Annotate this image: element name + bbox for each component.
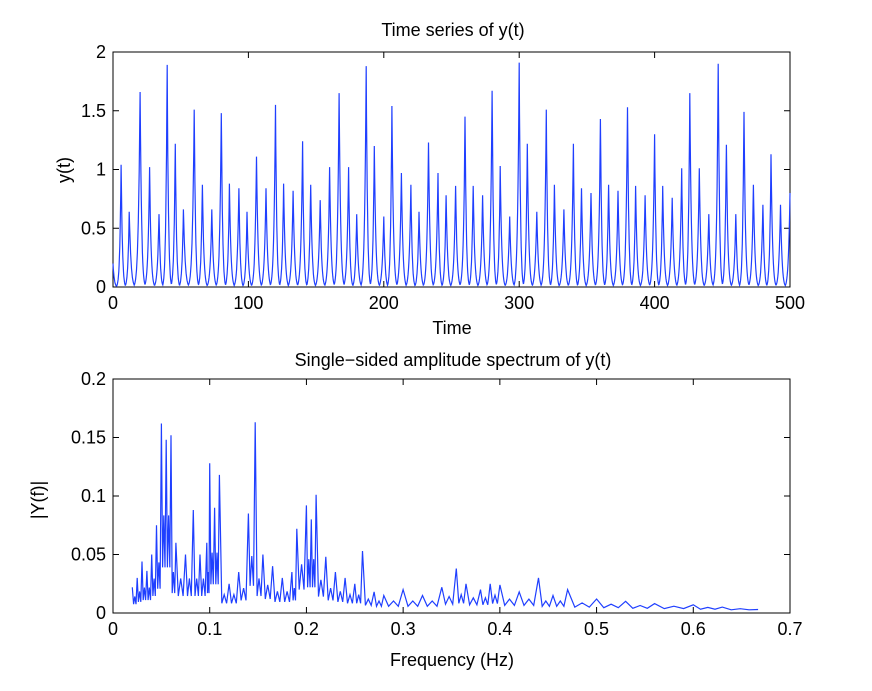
x-tick-labels: 0 0.1 0.2 0.3 0.4 0.5 0.6 0.7 [108,619,803,639]
x-tick-label: 0.3 [391,619,416,639]
plot-area [112,378,791,614]
x-tick-label: 400 [640,293,670,313]
y-tick-label: 0.1 [81,486,106,506]
x-axis-label: Frequency (Hz) [390,650,514,670]
time-series-chart: Time series of y(t) 0 100 200 300 400 500 0 0.… [54,20,805,338]
y-tick-labels: 0 0.5 1 1.5 2 [81,42,106,297]
y-tick-label: 1.5 [81,101,106,121]
x-tick-label: 0.1 [197,619,222,639]
x-tick-label: 0 [108,293,118,313]
chart-title: Time series of y(t) [381,20,524,40]
x-tick-label: 100 [233,293,263,313]
x-tick-label: 0 [108,619,118,639]
y-axis-label: y(t) [54,157,74,183]
y-tick-label: 0 [96,277,106,297]
y-tick-labels: 0 0.05 0.1 0.15 0.2 [71,369,106,623]
y-tick-label: 0.2 [81,369,106,389]
spectrum-chart: Single−sided amplitude spectrum of y(t) … [28,350,803,670]
x-tick-label: 500 [775,293,805,313]
x-tick-label: 200 [369,293,399,313]
y-tick-label: 1 [96,160,106,180]
x-tick-label: 0.2 [294,619,319,639]
x-tick-label: 0.4 [487,619,512,639]
y-tick-label: 0.05 [71,545,106,565]
y-tick-label: 2 [96,42,106,62]
x-tick-label: 0.7 [777,619,802,639]
x-tick-labels: 0 100 200 300 400 500 [108,293,805,313]
y-series-line [112,62,791,288]
x-axis-label: Time [432,318,471,338]
axis-ticks [112,378,791,614]
y-axis-label: |Y(f)| [28,481,48,519]
x-tick-label: 0.5 [584,619,609,639]
x-tick-label: 0.6 [681,619,706,639]
chart-title: Single−sided amplitude spectrum of y(t) [295,350,612,370]
x-tick-label: 300 [504,293,534,313]
y-tick-label: 0 [96,603,106,623]
axis-ticks [112,51,791,288]
y-tick-label: 0.15 [71,428,106,448]
plot-area [112,51,791,288]
spectrum-line [131,422,759,611]
y-tick-label: 0.5 [81,218,106,238]
